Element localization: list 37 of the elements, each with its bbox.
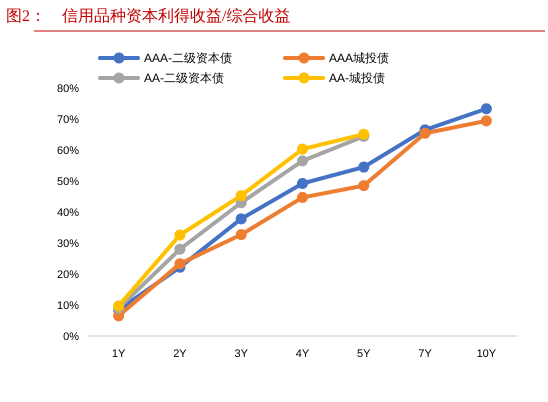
point — [174, 244, 186, 255]
y-tick-label: 10% — [56, 300, 80, 312]
y-tick-label: 60% — [56, 145, 80, 157]
y-tick-label: 20% — [56, 269, 80, 281]
y-tick-label: 50% — [56, 176, 80, 188]
point — [174, 258, 186, 270]
y-tick-label: 30% — [56, 238, 80, 250]
point — [480, 115, 492, 126]
y-tick-label: 0% — [63, 331, 80, 343]
x-tick-label: 4Y — [296, 348, 310, 360]
legend-label: AAA城投债 — [329, 51, 390, 65]
chart-title: 图2： 信用品种资本利得收益/综合收益 — [6, 7, 290, 25]
point — [358, 180, 370, 192]
x-tick-label: 7Y — [418, 348, 432, 360]
y-tick-label: 80% — [56, 83, 80, 95]
x-tick-label: 3Y — [234, 348, 249, 360]
x-tick-label: 2Y — [173, 348, 188, 360]
legend-label: AA-城投债 — [329, 71, 386, 85]
point — [297, 155, 308, 166]
point — [297, 144, 308, 155]
point — [297, 178, 308, 189]
point — [358, 162, 370, 173]
y-tick-label: 70% — [56, 114, 80, 126]
y-tick-label: 40% — [56, 207, 80, 219]
x-tick-label: 1Y — [112, 348, 126, 360]
x-tick-label: 5Y — [357, 348, 372, 360]
point — [420, 128, 431, 139]
point — [297, 192, 308, 203]
point — [113, 300, 124, 312]
point — [236, 190, 247, 202]
point — [480, 103, 492, 114]
legend-label: AA-二级资本债 — [144, 71, 224, 85]
x-tick-label: 10Y — [476, 348, 497, 360]
legend-label: AAA-二级资本债 — [144, 51, 232, 65]
point — [236, 229, 247, 240]
point — [236, 213, 247, 224]
point — [174, 229, 186, 240]
